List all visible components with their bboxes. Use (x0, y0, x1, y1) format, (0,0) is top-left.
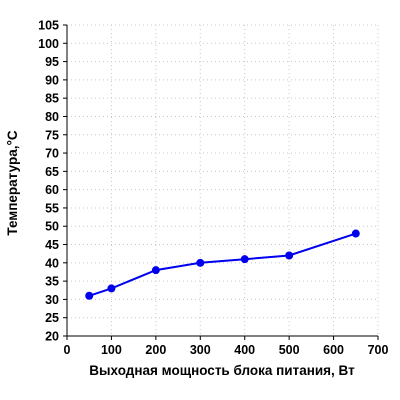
data-point (85, 291, 94, 300)
y-tick-label: 55 (45, 201, 59, 215)
data-point (240, 255, 249, 264)
y-tick-label: 30 (45, 293, 59, 307)
x-axis-title: Выходная мощность блока питания, Вт (89, 363, 355, 378)
y-tick-label: 50 (45, 220, 59, 234)
tick-labels: 0 100 200 300 400 500 600 700 20 25 30 35 40 45 50 55 60… (38, 19, 388, 358)
x-tick-label: 200 (145, 343, 166, 357)
y-tick-label: 65 (45, 165, 59, 179)
data-point (351, 229, 360, 238)
y-tick-label: 105 (38, 19, 59, 33)
y-tick-label: 45 (45, 238, 59, 252)
y-tick-label: 25 (45, 311, 59, 325)
data-point (151, 266, 160, 275)
y-tick-label: 60 (45, 183, 59, 197)
y-tick-label: 100 (38, 37, 59, 51)
y-tick-label: 40 (45, 256, 59, 270)
series (85, 229, 360, 300)
y-tick-label: 90 (45, 73, 59, 87)
data-point (196, 258, 205, 267)
x-tick-label: 700 (368, 343, 389, 357)
x-tick-label: 600 (323, 343, 344, 357)
y-tick-label: 95 (45, 55, 59, 69)
y-tick-label: 20 (45, 330, 59, 344)
x-tick-label: 0 (64, 343, 71, 357)
y-tick-label: 70 (45, 147, 59, 161)
x-tick-label: 100 (101, 343, 122, 357)
x-tick-label: 500 (279, 343, 300, 357)
y-tick-label: 80 (45, 110, 59, 124)
x-tick-label: 300 (190, 343, 211, 357)
x-tick-label: 400 (234, 343, 255, 357)
y-tick-label: 35 (45, 275, 59, 289)
data-point (107, 284, 116, 293)
series-line (88, 232, 357, 297)
data-point (285, 251, 294, 260)
axes (63, 24, 379, 340)
y-tick-label: 75 (45, 128, 59, 142)
y-axis-title: Температура,°С (5, 130, 20, 235)
y-tick-label: 85 (45, 92, 59, 106)
